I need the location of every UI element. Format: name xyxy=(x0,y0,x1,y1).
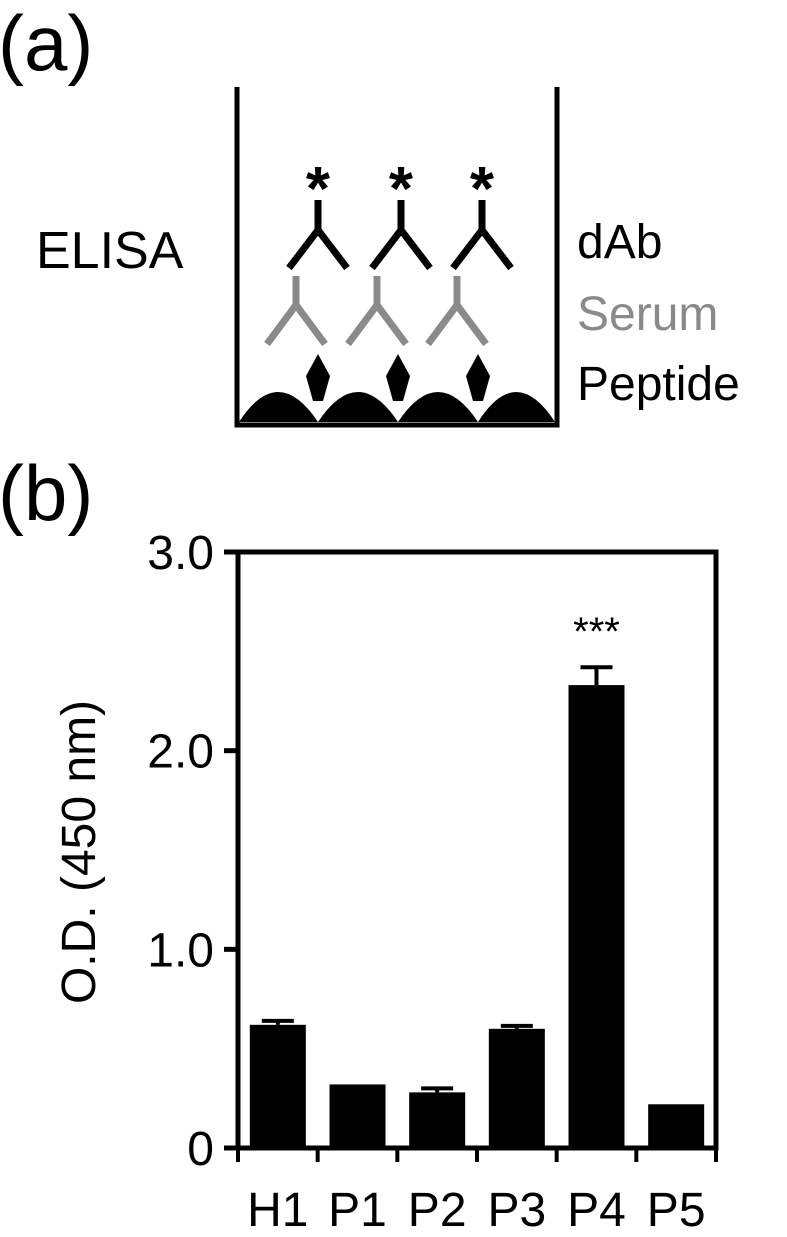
x-tick-label: H1 xyxy=(247,1184,308,1237)
x-tick-label: P5 xyxy=(647,1184,706,1237)
asterisk-icon: * xyxy=(306,155,331,224)
peptide-icon xyxy=(466,354,490,401)
y-tick-label: 1.0 xyxy=(147,924,214,977)
peptide-icon xyxy=(386,354,410,401)
plot-frame xyxy=(235,549,719,1151)
bar-P2 xyxy=(409,1092,466,1148)
layer-label-dab: dAb xyxy=(577,216,662,269)
panel-a-label: (a) xyxy=(0,0,93,87)
significance-label: *** xyxy=(573,610,620,654)
y-axis: 0 1.0 2.0 3.0 xyxy=(147,527,238,1176)
x-tick-label: P2 xyxy=(408,1184,467,1237)
y-tick-label: 0 xyxy=(187,1123,214,1176)
layer-label-serum: Serum xyxy=(577,288,718,341)
asterisk-icon: * xyxy=(470,155,495,224)
peptide-icons xyxy=(306,354,490,401)
x-tick-label: P4 xyxy=(567,1184,626,1237)
peptide-icon xyxy=(306,354,330,401)
panel-b-label: (b) xyxy=(0,449,93,537)
panel-a: (a) ELISA * xyxy=(0,0,740,428)
serum-antibody-icon xyxy=(345,276,409,347)
bar-P4 xyxy=(568,685,625,1148)
dab-antibody-icon xyxy=(450,200,514,271)
serum-antibody-icons xyxy=(264,276,489,347)
bar-P5 xyxy=(648,1104,705,1148)
bar-P1 xyxy=(329,1084,386,1148)
panel-b: (b) O.D. (450 nm) 0 1.0 2.0 3.0 H1 P1 P2 P3 P4 P… xyxy=(0,449,719,1237)
layer-label-peptide: Peptide xyxy=(577,358,740,411)
x-tick-label: P1 xyxy=(328,1184,387,1237)
bar-P3 xyxy=(488,1028,545,1148)
dab-antibody-icons xyxy=(286,200,514,271)
dab-antibody-icon xyxy=(369,200,433,271)
plate-surface xyxy=(239,392,555,422)
x-axis: H1 P1 P2 P3 P4 P5 xyxy=(236,1148,718,1237)
y-tick-label: 2.0 xyxy=(147,726,214,779)
y-tick-label: 3.0 xyxy=(147,527,214,580)
bars: *** xyxy=(249,610,705,1148)
dab-antibody-icon xyxy=(286,200,350,271)
well-outline xyxy=(234,87,560,428)
assay-label: ELISA xyxy=(36,222,184,280)
y-axis-label: O.D. (450 nm) xyxy=(53,700,106,1004)
asterisk-icon: * xyxy=(389,155,414,224)
bar-H1 xyxy=(249,1024,306,1148)
detection-markers: * * * xyxy=(306,155,495,224)
x-tick-label: P3 xyxy=(487,1184,546,1237)
serum-antibody-icon xyxy=(425,276,489,347)
serum-antibody-icon xyxy=(264,276,328,347)
